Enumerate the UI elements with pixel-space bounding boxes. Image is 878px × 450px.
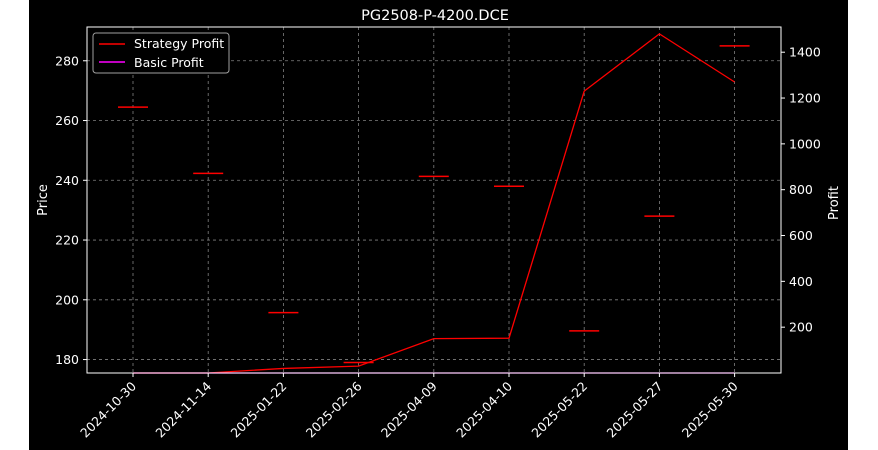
chart-svg: PG2508-P-4200.DCE 2024-10-30 2024-11-14 20… bbox=[36, 8, 842, 440]
x-tick-label: 2025-02-26 bbox=[303, 378, 365, 440]
x-tick-label: 2025-05-30 bbox=[679, 378, 741, 440]
x-tick-label: 2024-10-30 bbox=[77, 378, 139, 440]
x-tick-label: 2025-05-27 bbox=[604, 379, 666, 441]
y-left-tick-label: 280 bbox=[55, 53, 79, 68]
y-right-tick-label: 800 bbox=[789, 182, 813, 197]
y-right-tick-label: 1400 bbox=[789, 45, 821, 60]
x-axis: 2024-10-30 2024-11-14 2025-01-22 2025-02-26… bbox=[77, 373, 741, 440]
series-line-strategy-profit bbox=[133, 33, 735, 374]
x-tick-label: 2025-04-10 bbox=[453, 378, 515, 440]
y-axis-right-label: Profit bbox=[827, 186, 842, 220]
chart-figure: PG2508-P-4200.DCE 2024-10-30 2024-11-14 20… bbox=[29, 0, 848, 450]
y-left-tick-label: 220 bbox=[55, 233, 79, 248]
y-left-tick-label: 180 bbox=[55, 352, 79, 367]
price-series bbox=[118, 45, 750, 364]
y-axis-left-label: Price bbox=[36, 184, 51, 216]
x-tick-label: 2025-05-22 bbox=[528, 379, 590, 441]
legend-box bbox=[92, 32, 230, 74]
legend: Strategy Profit Basic Profit bbox=[92, 32, 230, 74]
legend-label-strategy-profit: Strategy Profit bbox=[134, 36, 224, 51]
chart-title: PG2508-P-4200.DCE bbox=[361, 8, 509, 24]
grid bbox=[87, 27, 781, 373]
legend-label-basic-profit: Basic Profit bbox=[134, 55, 204, 70]
y-right-tick-label: 200 bbox=[789, 320, 813, 335]
y-left-tick-label: 200 bbox=[55, 292, 79, 307]
y-right-tick-label: 400 bbox=[789, 274, 813, 289]
y-axis-right: 200 400 600 800 1000 1200 1400 bbox=[781, 45, 821, 335]
x-tick-label: 2025-04-09 bbox=[378, 378, 440, 440]
y-axis-left: 180 200 220 240 260 280 bbox=[55, 53, 87, 367]
x-tick-label: 2025-01-22 bbox=[228, 379, 290, 441]
y-left-tick-label: 260 bbox=[55, 113, 79, 128]
y-left-tick-label: 240 bbox=[55, 173, 79, 188]
y-right-tick-label: 1000 bbox=[789, 136, 821, 151]
y-right-tick-label: 600 bbox=[789, 228, 813, 243]
x-tick-label: 2024-11-14 bbox=[152, 378, 214, 440]
y-right-tick-label: 1200 bbox=[789, 91, 821, 106]
